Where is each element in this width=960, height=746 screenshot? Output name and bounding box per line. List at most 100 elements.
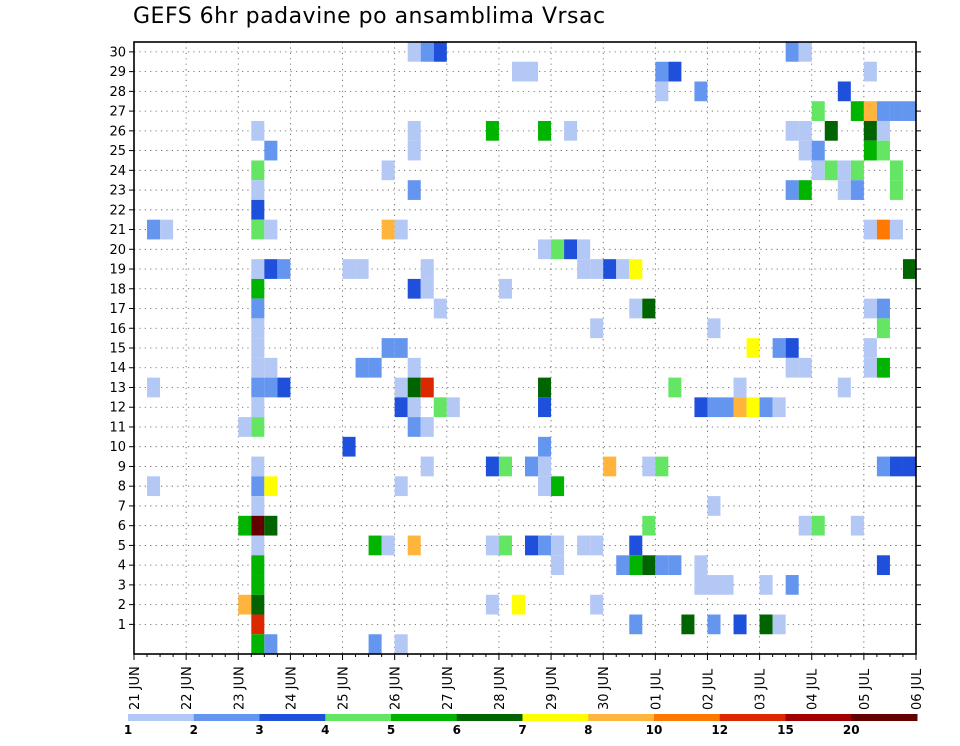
heatmap-cell: [538, 397, 552, 418]
heatmap-cell: [551, 555, 565, 576]
heatmap-cell: [251, 575, 265, 595]
heatmap-cell: [498, 278, 512, 299]
y-tick-label: 30: [109, 45, 126, 60]
legend-label: 8: [584, 723, 592, 737]
heatmap-cell: [811, 101, 825, 121]
heatmap-cell: [407, 120, 421, 141]
heatmap-cell: [655, 61, 669, 82]
legend-label: 1: [124, 723, 132, 737]
heatmap-cell: [381, 338, 395, 358]
heatmap-cell: [811, 160, 825, 181]
heatmap-cell: [577, 239, 591, 260]
heatmap-cell: [277, 259, 291, 279]
x-tick-label: 23 JUN: [232, 666, 247, 710]
heatmap-cell: [863, 140, 877, 161]
heatmap-cell: [264, 357, 278, 378]
y-tick-label: 1: [118, 618, 126, 633]
heatmap-cell: [251, 120, 265, 141]
y-tick-label: 21: [109, 223, 126, 238]
y-tick-label: 12: [109, 401, 126, 416]
heatmap-cell: [824, 120, 838, 141]
heatmap-cell: [394, 219, 408, 240]
heatmap-cell: [876, 357, 890, 378]
legend-label: 10: [646, 723, 663, 737]
y-tick-label: 17: [109, 302, 126, 317]
heatmap-cell: [538, 120, 552, 141]
heatmap-cell: [394, 634, 408, 654]
heatmap-cell: [642, 515, 656, 536]
x-tick-label: 21 JUN: [128, 666, 143, 710]
heatmap-cell: [733, 377, 747, 398]
x-tick-label: 05 JUL: [858, 668, 873, 710]
legend-swatch: [851, 714, 918, 721]
heatmap-cell: [420, 278, 434, 299]
heatmap-cell: [577, 259, 591, 279]
heatmap-cell: [876, 456, 890, 477]
heatmap-cell: [342, 259, 356, 279]
heatmap-cell: [889, 219, 903, 240]
x-tick-label: 03 JUL: [754, 668, 769, 710]
heatmap-cell: [707, 318, 721, 339]
heatmap-cell: [368, 634, 382, 654]
heatmap-cell: [655, 456, 669, 477]
heatmap-cell: [407, 377, 421, 398]
heatmap-cell: [785, 180, 799, 200]
heatmap-cell: [785, 338, 799, 358]
heatmap-cell: [759, 575, 773, 595]
heatmap-cell: [863, 101, 877, 121]
heatmap-cell: [381, 160, 395, 181]
y-tick-label: 14: [109, 361, 126, 376]
heatmap-cell: [251, 614, 265, 635]
chart-title: GEFS 6hr padavine po ansamblima Vrsac: [133, 4, 606, 29]
heatmap-cell: [811, 140, 825, 161]
heatmap-cell: [485, 594, 499, 615]
heatmap-cell: [277, 377, 291, 398]
y-tick-label: 15: [109, 342, 126, 357]
heatmap-cell: [863, 338, 877, 358]
legend-swatch: [456, 714, 523, 721]
x-tick-label: 22 JUN: [180, 666, 195, 710]
y-tick-label: 10: [109, 440, 126, 455]
y-tick-label: 11: [109, 420, 126, 435]
x-tick-label: 26 JUN: [389, 666, 404, 710]
heatmap-cell: [876, 555, 890, 576]
legend-label: 7: [518, 723, 526, 737]
heatmap-cell: [876, 101, 890, 121]
heatmap-cell: [590, 535, 604, 556]
heatmap-cell: [694, 397, 708, 418]
heatmap-cell: [264, 377, 278, 398]
heatmap-cell: [420, 377, 434, 398]
heatmap-cell: [147, 219, 161, 240]
heatmap-cell: [407, 535, 421, 556]
heatmap-cell: [876, 120, 890, 141]
heatmap-cell: [433, 298, 447, 319]
legend-swatch: [259, 714, 326, 721]
heatmap-cell: [251, 496, 265, 516]
x-tick-label: 27 JUN: [441, 666, 456, 710]
heatmap-cell: [850, 515, 864, 536]
heatmap-cell: [577, 535, 591, 556]
heatmap-cell: [251, 338, 265, 358]
heatmap-cell: [342, 436, 356, 457]
heatmap-cell: [889, 160, 903, 181]
heatmap-cell: [355, 259, 369, 279]
y-tick-label: 18: [109, 282, 126, 297]
heatmap-cell: [251, 278, 265, 299]
heatmap-cell: [251, 377, 265, 398]
y-tick-label: 2: [118, 598, 126, 613]
x-tick-label: 02 JUL: [701, 668, 716, 710]
heatmap-cell: [251, 515, 265, 536]
heatmap-cell: [251, 357, 265, 378]
heatmap-cell: [251, 594, 265, 615]
heatmap-cell: [902, 456, 916, 477]
heatmap-cell: [538, 535, 552, 556]
heatmap-cell: [642, 298, 656, 319]
heatmap-cell: [251, 555, 265, 576]
heatmap-cell: [603, 456, 617, 477]
heatmap-cell: [251, 259, 265, 279]
y-tick-label: 25: [109, 144, 126, 159]
heatmap-cell: [485, 456, 499, 477]
heatmap-cell: [785, 120, 799, 141]
heatmap-cell: [694, 81, 708, 102]
heatmap-cell: [668, 61, 682, 82]
